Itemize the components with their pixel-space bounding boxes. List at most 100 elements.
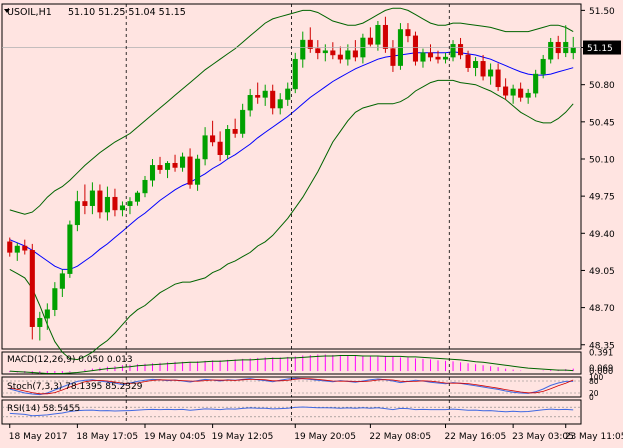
candle-body — [195, 158, 201, 185]
candle — [397, 23, 403, 70]
candle-body — [525, 92, 531, 98]
candle — [89, 182, 95, 215]
candle — [480, 54, 486, 81]
candle-body — [322, 50, 328, 54]
candle — [307, 27, 313, 53]
candle-body — [119, 205, 125, 211]
candle — [427, 44, 434, 62]
candle — [465, 50, 471, 72]
candle-body — [142, 179, 148, 194]
candle — [52, 282, 58, 317]
candle — [540, 54, 546, 79]
candle — [360, 33, 366, 64]
candle-body — [149, 165, 156, 181]
candle — [352, 40, 358, 62]
candle — [119, 201, 125, 217]
candle — [180, 152, 186, 172]
candle — [97, 184, 103, 219]
candle — [548, 37, 554, 64]
candle — [142, 175, 148, 198]
candle-body — [548, 41, 554, 60]
candle-body — [285, 88, 291, 100]
candle-body — [202, 135, 208, 160]
candle — [7, 237, 13, 257]
candle — [270, 84, 276, 115]
candle-body — [533, 73, 539, 94]
time-tick-label: 19 May 20:05 — [294, 432, 356, 442]
candle — [488, 63, 494, 85]
candle — [458, 37, 464, 60]
candle-body — [480, 61, 486, 77]
price-tick-label: 50.10 — [589, 155, 615, 165]
candle — [37, 311, 43, 341]
candle-body — [390, 48, 396, 66]
candle-body — [330, 50, 336, 56]
candle-body — [337, 54, 343, 60]
candle-body — [473, 61, 479, 68]
time-tick-label: 19 May 04:05 — [144, 432, 206, 442]
candle — [390, 40, 396, 72]
candle-body — [210, 135, 216, 143]
stoch-tick-label: 20 — [589, 389, 599, 398]
candle — [300, 31, 306, 68]
macd-tick-label: 0.391 — [589, 349, 613, 359]
candle — [563, 25, 569, 58]
candle-body — [277, 99, 283, 109]
candle-body — [570, 47, 576, 54]
macd-label: MACD(12,26,9) 0.050 0.013 — [7, 355, 133, 365]
candle-body — [315, 48, 321, 54]
candle-body — [255, 95, 261, 98]
candle — [59, 269, 65, 297]
candle — [285, 82, 291, 106]
candle — [405, 23, 411, 43]
stoch-tick-label: 0 — [589, 393, 594, 402]
candle-body — [172, 162, 178, 168]
candle-body — [488, 69, 494, 77]
candle-body — [412, 35, 419, 62]
candle — [195, 154, 201, 191]
candle — [570, 36, 576, 60]
candle-body — [420, 52, 426, 62]
stoch-label: Stoch(7,3,3) 78.1395 85.2329 — [7, 382, 143, 392]
price-tick-label: 49.40 — [589, 230, 615, 240]
time-tick-label: 22 May 16:05 — [445, 432, 507, 442]
candle-body — [450, 44, 456, 58]
time-tick-label: 19 May 12:05 — [212, 432, 274, 442]
bollinger-upper-band — [9, 7, 574, 215]
candle-body — [22, 245, 28, 251]
candle — [375, 20, 381, 51]
candle-body — [247, 95, 253, 111]
candle — [67, 220, 73, 278]
candle-body — [232, 129, 238, 134]
candle-body — [187, 156, 193, 185]
candle-body — [52, 288, 58, 310]
candle-body — [97, 190, 103, 213]
ohlc-header: 51.10 51.25 51.04 51.15 — [68, 7, 186, 18]
price-tick-label: 49.05 — [589, 267, 615, 277]
candle-body — [367, 37, 373, 45]
candle-body — [458, 44, 464, 56]
candle — [322, 44, 328, 62]
candle — [420, 48, 426, 68]
candle — [14, 242, 20, 261]
candle-body — [7, 241, 13, 253]
candle-body — [292, 58, 298, 90]
candle — [157, 156, 163, 174]
price-tick-label: 51.50 — [589, 7, 615, 17]
candle-body — [307, 39, 313, 49]
candle — [134, 190, 141, 206]
price-tick-label: 49.75 — [589, 193, 615, 203]
candle — [367, 27, 373, 47]
candle-body — [382, 24, 388, 49]
candle-body — [345, 50, 351, 60]
candle-body — [112, 196, 118, 211]
bollinger-lower-band — [9, 79, 574, 361]
candle — [382, 16, 388, 53]
candle-body — [262, 90, 268, 98]
candle-body — [442, 56, 449, 60]
candle — [187, 148, 193, 189]
candle-body — [352, 50, 358, 58]
collapse-triangle-icon[interactable] — [4, 9, 10, 13]
candle-body — [217, 141, 223, 155]
price-tick-label: 48.70 — [589, 304, 615, 314]
